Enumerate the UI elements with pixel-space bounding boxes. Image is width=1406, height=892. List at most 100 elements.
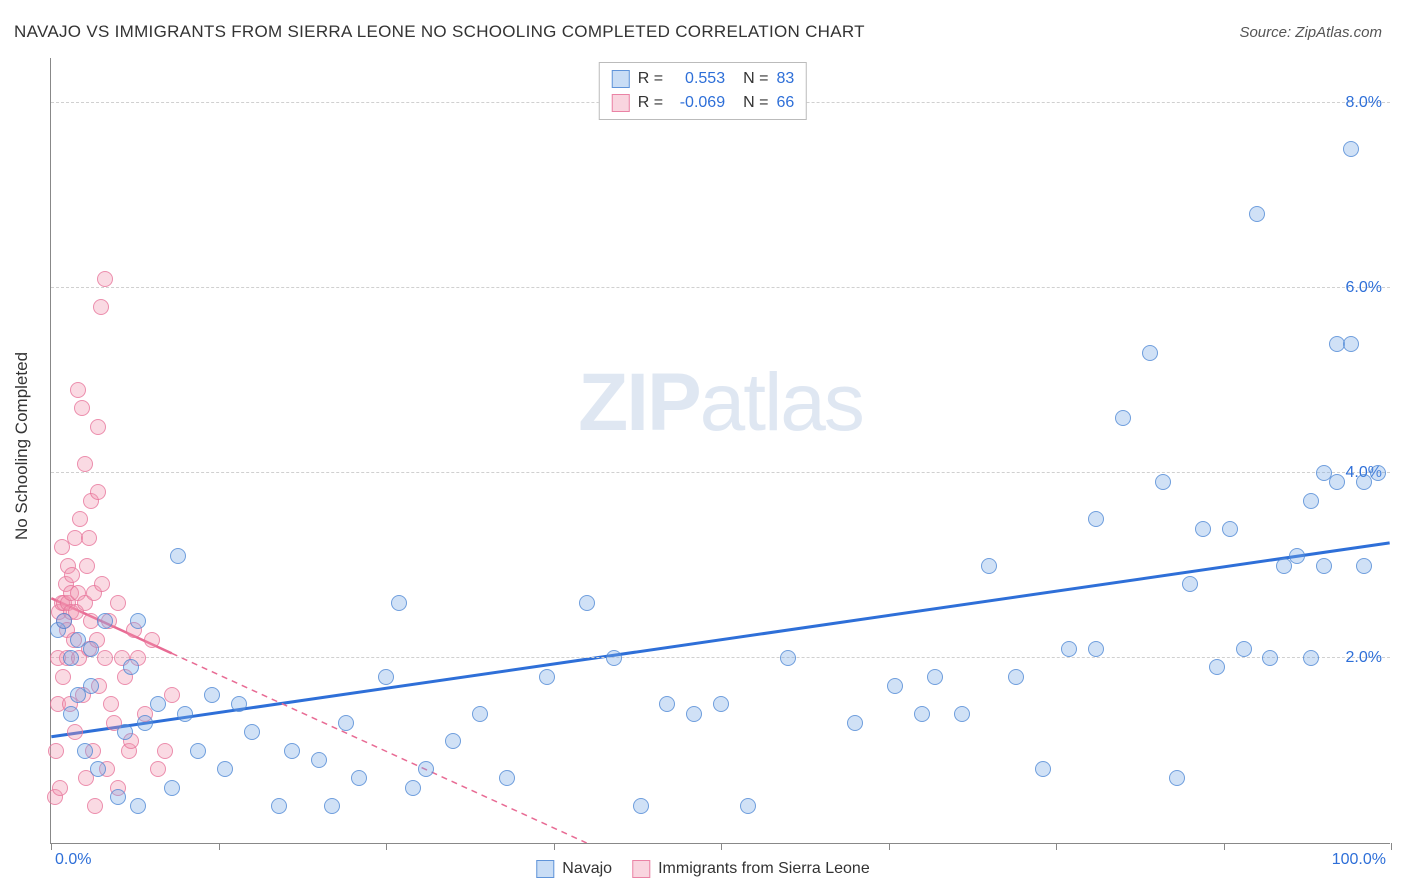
data-point [81,530,97,546]
swatch-icon [612,70,630,88]
data-point [311,752,327,768]
data-point [284,743,300,759]
data-point [1356,558,1372,574]
x-tick [721,843,722,850]
data-point [231,696,247,712]
data-point [1195,521,1211,537]
data-point [405,780,421,796]
data-point [445,733,461,749]
data-point [177,706,193,722]
data-point [1289,548,1305,564]
data-point [64,567,80,583]
data-point [137,715,153,731]
x-tick [889,843,890,850]
gridline [51,472,1390,473]
data-point [90,419,106,435]
swatch-icon [632,860,650,878]
data-point [1088,641,1104,657]
gridline [51,287,1390,288]
data-point [1222,521,1238,537]
data-point [79,558,95,574]
data-point [1182,576,1198,592]
data-point [83,641,99,657]
data-point [740,798,756,814]
data-point [110,789,126,805]
data-point [87,798,103,814]
source-attribution: Source: ZipAtlas.com [1239,24,1382,41]
data-point [77,456,93,472]
data-point [83,678,99,694]
data-point [56,613,72,629]
x-tick-label: 100.0% [1332,851,1386,869]
x-tick [1391,843,1392,850]
x-tick-label: 0.0% [55,851,91,869]
data-point [244,724,260,740]
data-point [1142,345,1158,361]
data-point [659,696,675,712]
data-point [1303,650,1319,666]
data-point [67,724,83,740]
data-point [351,770,367,786]
legend-row-blue: R = 0.553 N = 83 [612,67,794,91]
data-point [144,632,160,648]
data-point [1329,474,1345,490]
data-point [130,613,146,629]
data-point [606,650,622,666]
data-point [150,696,166,712]
data-point [391,595,407,611]
data-point [713,696,729,712]
data-point [110,595,126,611]
data-point [63,706,79,722]
data-point [1370,465,1386,481]
data-point [954,706,970,722]
data-point [103,696,119,712]
data-point [204,687,220,703]
data-point [1343,336,1359,352]
data-point [190,743,206,759]
x-tick [219,843,220,850]
data-point [157,743,173,759]
data-point [686,706,702,722]
data-point [780,650,796,666]
data-point [123,659,139,675]
x-tick [554,843,555,850]
swatch-icon [536,860,554,878]
data-point [1209,659,1225,675]
data-point [97,650,113,666]
data-point [271,798,287,814]
data-point [97,613,113,629]
data-point [63,650,79,666]
data-point [1155,474,1171,490]
data-point [887,678,903,694]
chart-title: NAVAJO VS IMMIGRANTS FROM SIERRA LEONE N… [14,22,865,42]
data-point [1262,650,1278,666]
data-point [77,743,93,759]
data-point [1169,770,1185,786]
data-point [633,798,649,814]
data-point [324,798,340,814]
data-point [1061,641,1077,657]
data-point [164,780,180,796]
x-tick [51,843,52,850]
data-point [170,548,186,564]
data-point [1316,558,1332,574]
y-tick-label: 6.0% [1346,279,1382,297]
x-tick [386,843,387,850]
data-point [981,558,997,574]
x-tick [1224,843,1225,850]
x-tick [1056,843,1057,850]
data-point [52,780,68,796]
data-point [90,484,106,500]
data-point [927,669,943,685]
series-legend: Navajo Immigrants from Sierra Leone [536,860,869,878]
data-point [55,669,71,685]
data-point [70,382,86,398]
data-point [539,669,555,685]
data-point [130,798,146,814]
data-point [48,743,64,759]
data-point [499,770,515,786]
swatch-icon [612,94,630,112]
data-point [117,724,133,740]
data-point [94,576,110,592]
data-point [1343,141,1359,157]
